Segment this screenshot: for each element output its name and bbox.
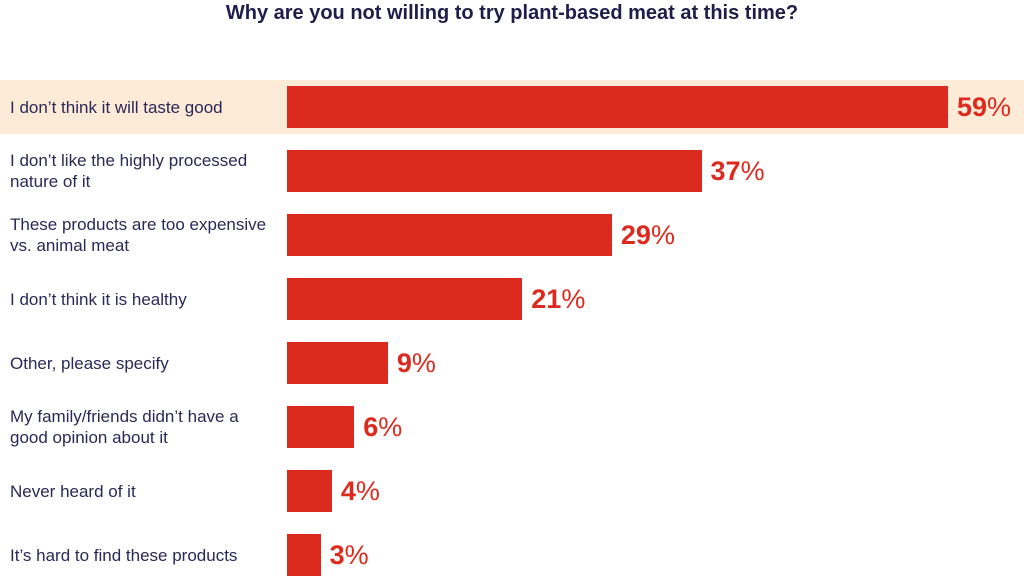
- category-label: Other, please specify: [10, 353, 169, 373]
- category-label: I don’t like the highly processed nature…: [10, 151, 248, 191]
- category-label: These products are too expensive vs. ani…: [10, 215, 267, 255]
- value-label: 21%: [531, 284, 586, 314]
- bar: [287, 86, 948, 128]
- category-label: I don’t think it will taste good: [10, 97, 223, 117]
- value-label: 29%: [620, 220, 675, 250]
- value-label: 59%: [957, 92, 1012, 122]
- value-label: 37%: [710, 156, 765, 186]
- value-label: 4%: [340, 476, 380, 506]
- bar: [287, 406, 355, 448]
- value-label: 6%: [363, 412, 403, 442]
- bar: [287, 342, 388, 384]
- category-label: I don’t think it is healthy: [10, 289, 187, 309]
- bar: [287, 470, 332, 512]
- chart-title: Why are you not willing to try plant-bas…: [225, 2, 799, 24]
- category-label: It’s hard to find these products: [10, 545, 238, 565]
- value-label: 9%: [396, 348, 436, 378]
- bar: [287, 150, 702, 192]
- bar: [287, 534, 321, 576]
- bar: [287, 278, 523, 320]
- value-label: 3%: [329, 540, 369, 570]
- category-label: My family/friends didn’t have a good opi…: [10, 407, 239, 447]
- bar: [287, 214, 612, 256]
- category-label: Never heard of it: [10, 481, 136, 501]
